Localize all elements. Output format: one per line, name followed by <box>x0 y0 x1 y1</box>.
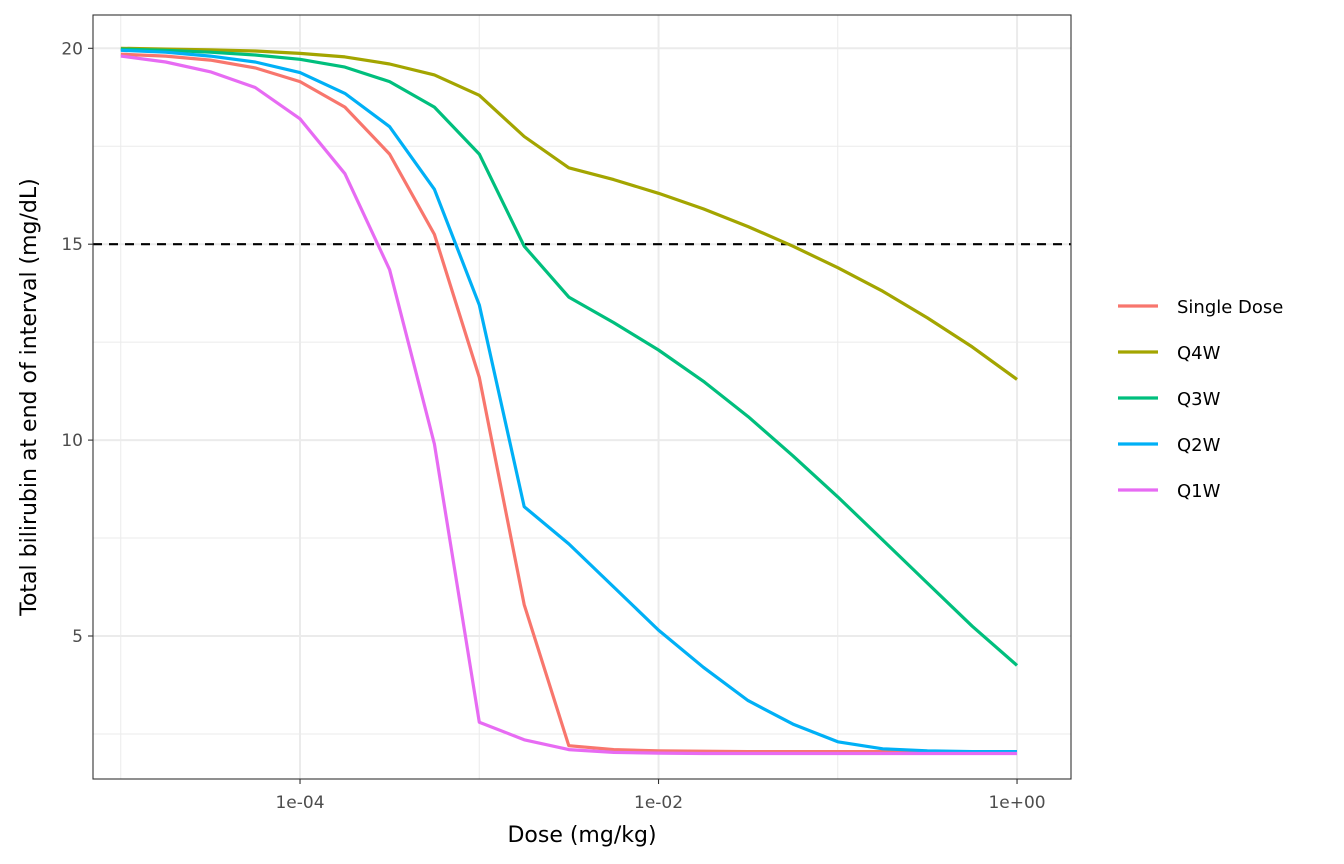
series-line-q4w <box>120 46 1018 381</box>
series-line-single-dose <box>120 52 1017 754</box>
x-tick-label: 1e+00 <box>988 793 1045 813</box>
y-tick-label: 15 <box>61 235 83 255</box>
series-line-q3w <box>120 47 1019 667</box>
series-lines <box>120 46 1019 756</box>
y-tick-label: 20 <box>61 39 83 59</box>
x-tick-label: 1e-04 <box>275 793 324 813</box>
minor-gridlines <box>93 15 1071 779</box>
legend-label: Single Dose <box>1177 297 1283 318</box>
x-tick-label: 1e-02 <box>634 793 683 813</box>
series-line-q2w <box>120 48 1017 754</box>
y-axis: 5 10 15 20 <box>61 39 93 647</box>
y-tick-label: 10 <box>61 431 83 451</box>
legend: Single Dose Q4W Q3W Q2W Q1W <box>1118 297 1283 502</box>
legend-label: Q3W <box>1177 389 1221 410</box>
plot-panel-border <box>92 14 1072 780</box>
y-tick-label: 5 <box>72 627 83 647</box>
x-axis-title: Dose (mg/kg) <box>507 823 656 848</box>
legend-label: Q1W <box>1177 481 1221 502</box>
legend-label: Q4W <box>1177 343 1221 364</box>
series-line-q1w <box>120 54 1017 756</box>
x-axis: 1e-04 1e-02 1e+00 <box>275 779 1046 813</box>
y-axis-title: Total bilirubin at end of interval (mg/d… <box>17 178 42 616</box>
major-gridlines <box>93 15 1071 779</box>
legend-label: Q2W <box>1177 435 1221 456</box>
